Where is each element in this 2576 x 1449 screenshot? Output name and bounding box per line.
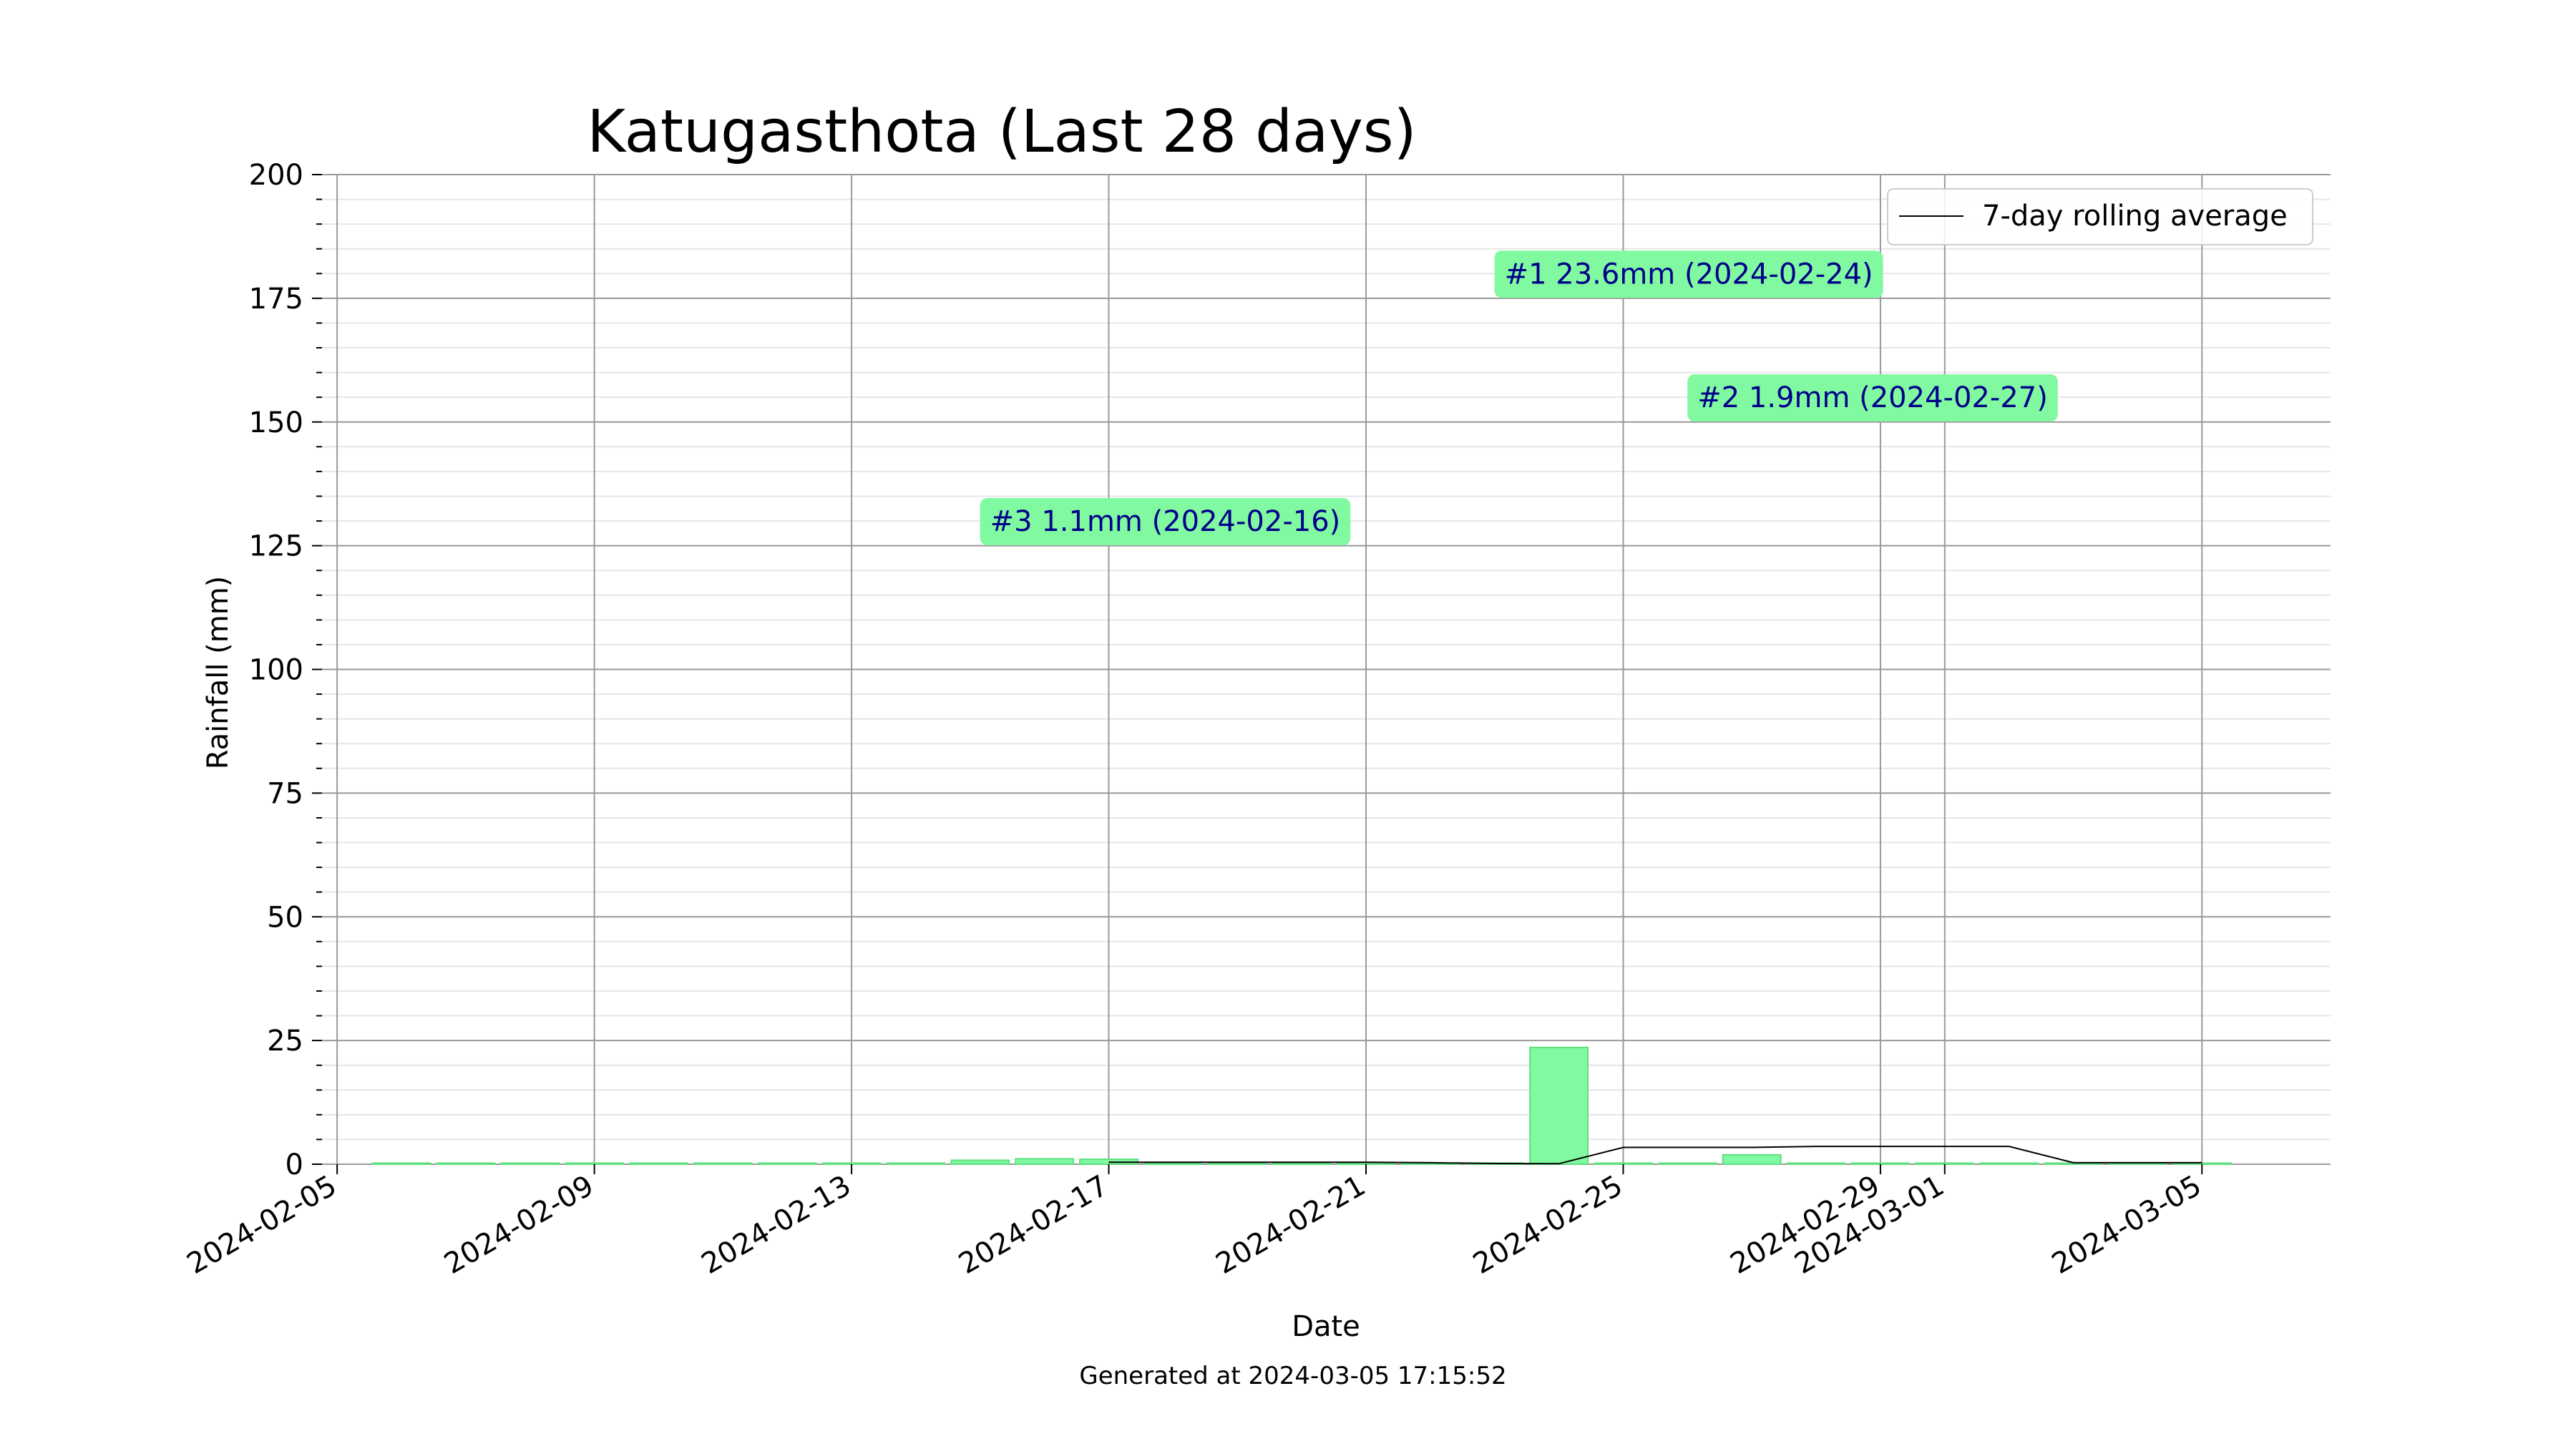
top-rainfall-annotations: #1 23.6mm (2024-02-24) #2 1.9mm (2024-02-… [980, 250, 2058, 546]
rainfall-bar [629, 1162, 688, 1165]
legend-label: 7-day rolling average [1982, 200, 2288, 233]
y-tick-label: 175 [249, 283, 303, 316]
x-axis-label: Date [1292, 1310, 1360, 1343]
rainfall-bar [1207, 1162, 1267, 1165]
rainfall-bar [1850, 1162, 1911, 1165]
x-tick-label: 2024-02-17 [953, 1169, 1113, 1281]
annotation-box [980, 498, 1351, 546]
rainfall-bar [821, 1162, 882, 1165]
rainfall-bar [1594, 1162, 1653, 1165]
annotation-text: #3 1.1mm (2024-02-16) [990, 505, 1341, 538]
rainfall-bar [950, 1159, 1010, 1166]
y-tick-label: 200 [249, 159, 303, 192]
y-tick-label: 100 [249, 654, 303, 687]
y-axis-label: Rainfall (mm) [202, 576, 235, 770]
rainfall-bars [371, 1046, 2232, 1166]
rainfall-bar [1722, 1153, 1782, 1165]
rainfall-bar [500, 1162, 560, 1165]
y-tick-label: 75 [267, 777, 303, 810]
rainfall-bar [693, 1162, 753, 1165]
rainfall-bar [1336, 1162, 1396, 1165]
x-tick-label: 2024-03-05 [2046, 1169, 2207, 1281]
legend: 7-day rolling average [1887, 188, 2313, 245]
x-tick-label: 2024-02-05 [182, 1169, 342, 1281]
rainfall-bar [1529, 1046, 1589, 1166]
rolling-average-path [1108, 1146, 2202, 1165]
y-tick-label: 0 [286, 1148, 303, 1181]
x-tick-label: 2024-02-25 [1468, 1169, 1628, 1281]
rainfall-bar [1015, 1158, 1075, 1166]
y-tick-label: 150 [249, 406, 303, 439]
x-tick-label: 2024-02-13 [696, 1169, 857, 1281]
generated-footer: Generated at 2024-03-05 17:15:52 [1079, 1362, 1506, 1390]
rainfall-bar [1979, 1162, 2039, 1165]
rainfall-bar [1272, 1162, 1332, 1165]
rainfall-bar [1143, 1162, 1203, 1165]
rainfall-bar [1786, 1162, 1846, 1165]
y-tick-label: 25 [267, 1025, 303, 1058]
annotation-box [1494, 250, 1883, 298]
rainfall-bar [371, 1162, 431, 1165]
y-tick-label: 125 [249, 530, 303, 563]
rainfall-bar [886, 1162, 946, 1165]
rolling-average-line [1108, 1146, 2202, 1165]
rainfall-bar [565, 1162, 625, 1165]
rainfall-bar [1657, 1162, 1717, 1165]
chart-title: Katugasthota (Last 28 days) [587, 98, 1416, 166]
x-tick-label: 2024-02-21 [1211, 1169, 1371, 1281]
axes: 0 25 50 75 100 125 150 175 200 2024-02-05 2024-02-… [182, 159, 2207, 1281]
rainfall-bar [1915, 1162, 1975, 1165]
minor-gridlines [322, 198, 2331, 1141]
rainfall-bar [436, 1162, 496, 1165]
y-tick-label: 50 [267, 901, 303, 934]
annotation-text: #2 1.9mm (2024-02-27) [1697, 381, 2048, 414]
annotation-text: #1 23.6mm (2024-02-24) [1505, 258, 1873, 291]
legend-box [1887, 188, 2313, 245]
rainfall-bar [757, 1162, 817, 1165]
annotation-box [1687, 374, 2058, 422]
x-tick-label: 2024-02-09 [439, 1169, 599, 1281]
